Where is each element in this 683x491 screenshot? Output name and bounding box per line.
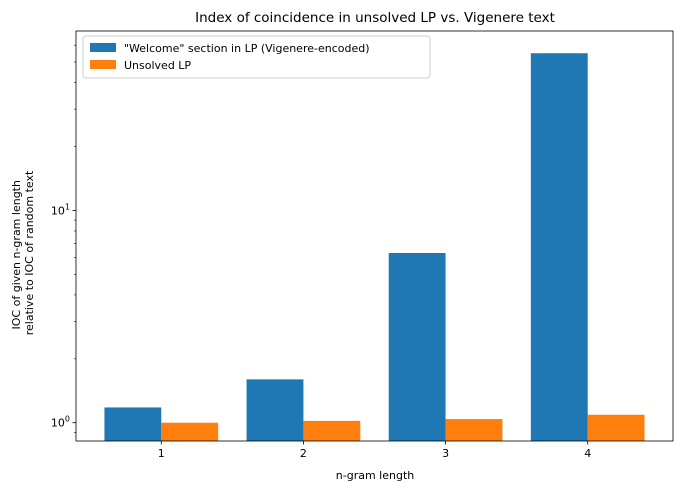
bar-unsolved-2	[303, 420, 361, 441]
x-ticks: 1 2 3 4	[158, 441, 591, 460]
legend-box	[82, 35, 431, 79]
x-tick-label-1: 1	[158, 447, 165, 460]
x-tick-label-2: 2	[300, 447, 307, 460]
bar-unsolved-4	[587, 414, 645, 441]
x-axis-label: n-gram length	[336, 469, 414, 482]
x-tick-label-4: 4	[584, 447, 591, 460]
bars-group	[104, 53, 645, 442]
y-ticks: 100 101	[51, 44, 76, 433]
legend-swatch-welcome	[90, 43, 116, 52]
legend-label-unsolved: Unsolved LP	[124, 59, 191, 72]
y-axis-label-line-2: relative to IOC of random text	[23, 170, 36, 335]
bar-welcome-4	[530, 53, 588, 442]
legend-swatch-unsolved	[90, 60, 116, 69]
chart-title: Index of coincidence in unsolved LP vs. …	[195, 10, 555, 26]
bar-welcome-2	[246, 379, 304, 441]
y-tick-label-10: 101	[51, 202, 70, 217]
plot-frame	[75, 30, 674, 442]
bar-welcome-3	[388, 253, 446, 441]
x-tick-label-3: 3	[442, 447, 449, 460]
y-axis-label: IOC of given n-gram length relative to I…	[10, 170, 36, 335]
legend-label-welcome: "Welcome" section in LP (Vigenere-encode…	[124, 42, 370, 55]
bar-unsolved-3	[445, 419, 503, 441]
bar-unsolved-1	[161, 422, 219, 441]
y-tick-label-1: 100	[51, 415, 70, 430]
legend: "Welcome" section in LP (Vigenere-encode…	[82, 35, 431, 79]
y-axis-label-line-1: IOC of given n-gram length	[10, 180, 23, 329]
bar-welcome-1	[104, 407, 162, 441]
